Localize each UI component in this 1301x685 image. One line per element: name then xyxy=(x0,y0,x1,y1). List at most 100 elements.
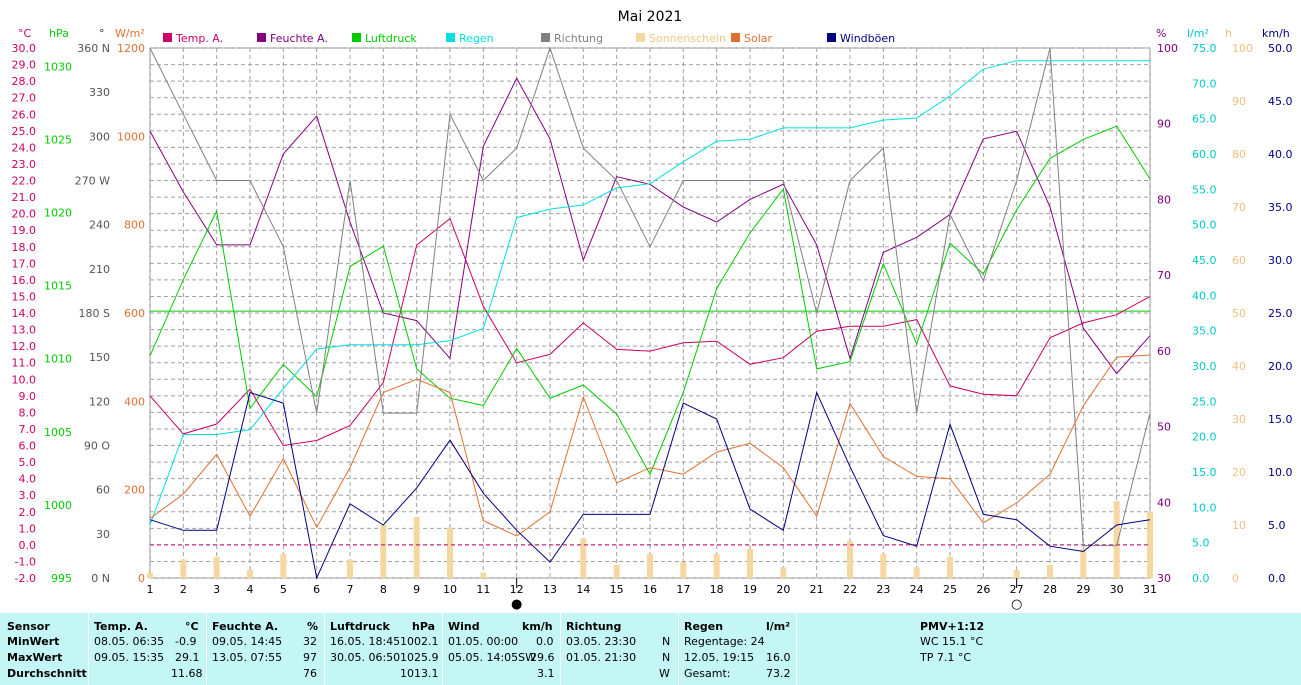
tick-hum: 100 xyxy=(1157,42,1178,55)
tick-temp: 17.0 xyxy=(12,257,37,270)
tick-x: 24 xyxy=(910,583,924,596)
dir-max-time: 01.05. 21:30 xyxy=(566,651,637,664)
legend-swatch-temp-a xyxy=(163,33,172,42)
axis-unit-rain: l/m² xyxy=(1187,27,1209,40)
wind-max-val: 29.6 xyxy=(530,651,555,664)
tick-press: 1030 xyxy=(44,60,72,73)
temp-max-time: 09.05. 15:35 xyxy=(94,651,165,664)
temp-avg: 11.68 xyxy=(171,667,203,680)
tick-temp: 3.0 xyxy=(19,489,37,502)
legend-label-richtung: Richtung xyxy=(554,32,603,45)
tick-temp: 13.0 xyxy=(12,324,37,337)
sunshine-bar xyxy=(213,556,220,578)
tick-rain: 75.0 xyxy=(1192,42,1217,55)
tick-dir: 360 N xyxy=(77,42,110,55)
tick-rain: 30.0 xyxy=(1192,360,1217,373)
tick-x: 8 xyxy=(380,583,387,596)
legend-swatch-feuchte-a xyxy=(257,33,266,42)
tick-temp: 0.0 xyxy=(19,539,37,552)
legend-swatch-luftdruck xyxy=(352,33,361,42)
tick-hum: 60 xyxy=(1157,345,1171,358)
tick-x: 29 xyxy=(1076,583,1090,596)
press-min-val: 1002.1 xyxy=(400,635,439,648)
tick-rain: 5.0 xyxy=(1192,537,1210,550)
sunshine-bar xyxy=(480,572,487,578)
legend-label-regen: Regen xyxy=(459,32,494,45)
tick-wind: 20.0 xyxy=(1268,360,1293,373)
tick-temp: 6.0 xyxy=(19,440,37,453)
tick-solar: 800 xyxy=(124,219,145,232)
tick-x: 30 xyxy=(1110,583,1124,596)
tick-solar: 1200 xyxy=(117,42,145,55)
header-rain-unit: l/m² xyxy=(766,620,791,633)
pmv-tp: TP 7.1 °C xyxy=(920,651,972,664)
sunshine-bar xyxy=(347,559,353,578)
tick-temp: 10.0 xyxy=(12,373,37,386)
tick-x: 27 xyxy=(1010,583,1024,596)
tick-rain: 25.0 xyxy=(1192,395,1217,408)
sunshine-bar xyxy=(647,554,653,578)
sunshine-bar xyxy=(247,570,253,578)
tick-rain: 65.0 xyxy=(1192,113,1217,126)
tick-rain: 0.0 xyxy=(1192,572,1210,585)
tick-rain: 50.0 xyxy=(1192,219,1217,232)
legend-label-sonnenschein: Sonnenschein xyxy=(649,32,726,45)
tick-press: 995 xyxy=(51,572,72,585)
tick-dir: 330 xyxy=(89,86,110,99)
header-temp: Temp. A. xyxy=(94,620,148,633)
tick-temp: 29.0 xyxy=(12,59,37,72)
series-line-feuchte-a xyxy=(149,77,1151,375)
tick-temp: 30.0 xyxy=(12,42,37,55)
tick-sun: 20 xyxy=(1232,466,1246,479)
chart-title: Mai 2021 xyxy=(618,9,683,25)
tick-temp: 19.0 xyxy=(12,224,37,237)
hum-max-val: 97 xyxy=(303,651,317,664)
legend-swatch-regen xyxy=(446,33,455,42)
tick-wind: 40.0 xyxy=(1268,148,1293,161)
axis-unit-press: hPa xyxy=(49,27,69,40)
sunshine-bar xyxy=(580,538,587,578)
moon-new-icon: ● xyxy=(511,597,522,612)
tick-solar: 1000 xyxy=(117,130,145,143)
tick-x: 26 xyxy=(976,583,990,596)
wind-max-time: 05.05. 14:05SW xyxy=(448,651,537,664)
header-press-unit: hPa xyxy=(412,620,436,633)
dir-max-val: N xyxy=(662,651,671,664)
tick-solar: 200 xyxy=(124,484,145,497)
sunshine-bar xyxy=(913,567,920,578)
tick-rain: 45.0 xyxy=(1192,254,1217,267)
tick-x: 6 xyxy=(313,583,320,596)
tick-rain: 55.0 xyxy=(1192,183,1217,196)
rain-total-val: 73.2 xyxy=(766,667,791,680)
tick-temp: 9.0 xyxy=(19,390,37,403)
weather-chart: Mai 2021 °C hPa ° W/m²% l/m² h km/h -2.0 -1.0 0.0 1… xyxy=(12,9,1293,612)
legend-swatch-solar xyxy=(731,33,740,42)
tick-rain: 35.0 xyxy=(1192,325,1217,338)
sunshine-bar xyxy=(147,572,153,578)
tick-wind: 0.0 xyxy=(1268,572,1286,585)
rain-total-label: Gesamt: xyxy=(684,667,731,680)
legend-swatch-richtung xyxy=(541,33,550,42)
tick-sun: 0 xyxy=(1232,572,1239,585)
tick-hum: 30 xyxy=(1157,572,1171,585)
tick-wind: 50.0 xyxy=(1268,42,1293,55)
tick-press: 1020 xyxy=(44,206,72,219)
tick-wind: 30.0 xyxy=(1268,254,1293,267)
tick-hum: 80 xyxy=(1157,193,1171,206)
tick-x: 3 xyxy=(213,583,220,596)
tick-temp: 14.0 xyxy=(12,307,37,320)
row-avg-label: Durchschnitt xyxy=(7,667,87,680)
tick-x: 9 xyxy=(413,583,420,596)
tick-x: 25 xyxy=(943,583,957,596)
tick-hum: 70 xyxy=(1157,269,1171,282)
tick-temp: 4.0 xyxy=(19,473,37,486)
tick-temp: 7.0 xyxy=(19,423,37,436)
tick-sun: 40 xyxy=(1232,360,1246,373)
tick-x: 10 xyxy=(443,583,457,596)
tick-dir: 60 xyxy=(96,484,110,497)
hum-avg: 76 xyxy=(303,667,317,680)
rain-days: Regentage: 24 xyxy=(684,635,765,648)
tick-x: 22 xyxy=(843,583,857,596)
sunshine-bar xyxy=(280,554,287,578)
tick-x: 17 xyxy=(676,583,690,596)
